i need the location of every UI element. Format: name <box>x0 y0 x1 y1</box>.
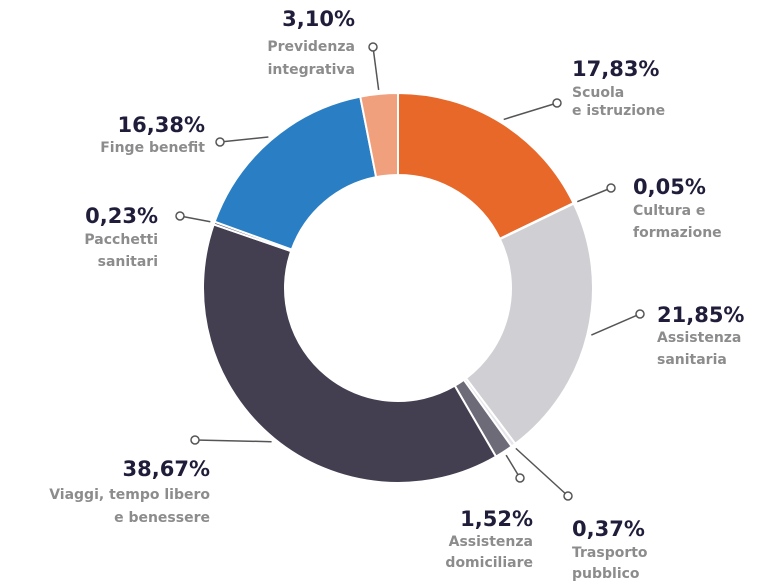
category-label: e istruzione <box>572 103 665 119</box>
leader-line <box>503 102 558 121</box>
value-label: 1,52% <box>460 507 533 531</box>
leader-dot <box>606 183 616 193</box>
category-label: Viaggi, tempo libero <box>49 487 210 503</box>
category-label: Assistenza <box>657 330 741 346</box>
leader-dot <box>190 435 200 445</box>
category-label: Trasporto <box>572 545 648 561</box>
value-label: 21,85% <box>657 303 744 327</box>
slice <box>464 202 594 446</box>
value-label: 3,10% <box>282 7 355 31</box>
category-label: integrativa <box>268 62 355 78</box>
category-label: domiciliare <box>445 555 533 571</box>
leader-dot <box>552 98 562 108</box>
leader-dot <box>215 137 225 147</box>
leader-line <box>515 447 569 497</box>
value-label: 16,38% <box>118 113 205 137</box>
value-label: 17,83% <box>572 57 659 81</box>
leader-dot <box>175 211 185 221</box>
category-label: Finge benefit <box>100 140 205 156</box>
category-label: Cultura e <box>633 203 705 219</box>
value-label: 38,67% <box>123 457 210 481</box>
leader-line <box>577 187 612 203</box>
leader-line <box>591 313 641 336</box>
category-label: Assistenza <box>449 534 533 550</box>
value-label: 0,05% <box>633 175 706 199</box>
value-label: 0,23% <box>85 204 158 228</box>
slice <box>213 95 378 251</box>
leader-dot <box>563 491 573 501</box>
leader-line <box>194 439 272 443</box>
leader-line <box>179 215 211 223</box>
category-label: pubblico <box>572 566 640 582</box>
category-label: Scuola <box>572 85 624 101</box>
leader-dot <box>368 42 378 52</box>
slice <box>202 223 498 484</box>
leader-dot <box>635 309 645 319</box>
category-label: Previdenza <box>267 39 355 55</box>
category-label: e benessere <box>114 510 210 526</box>
leader-dot <box>515 473 525 483</box>
category-label: formazione <box>633 225 722 241</box>
value-label: 0,37% <box>572 517 645 541</box>
category-label: sanitaria <box>657 352 727 368</box>
slice <box>359 91 399 179</box>
leader-line <box>372 46 380 91</box>
category-label: Pacchetti <box>84 232 158 248</box>
leader-line <box>219 136 269 143</box>
category-label: sanitari <box>98 254 158 270</box>
